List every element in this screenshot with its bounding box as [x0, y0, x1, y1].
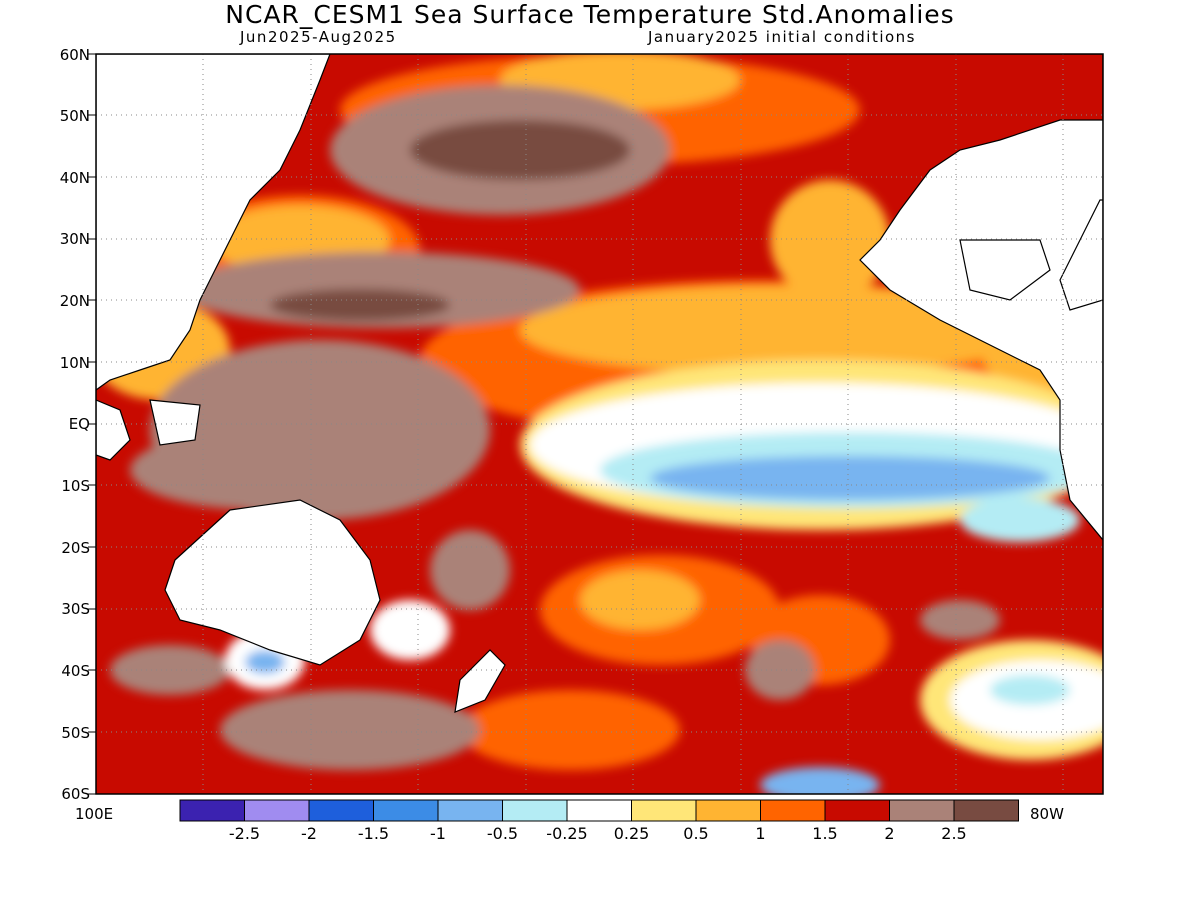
forecast-period: Jun2025-Aug2025	[240, 28, 397, 46]
colorbar-swatch	[953, 799, 1019, 822]
colorbar-label: 0.5	[683, 824, 709, 843]
lat-label: 20N	[59, 292, 90, 310]
colorbar	[179, 799, 1019, 822]
colorbar-swatch	[695, 799, 761, 822]
lat-label: 40N	[59, 169, 90, 187]
colorbar-label: -1	[430, 824, 446, 843]
colorbar-label: 1.5	[812, 824, 838, 843]
lat-label: 40S	[61, 662, 90, 680]
colorbar-swatch	[373, 799, 439, 822]
initial-conditions: January2025 initial conditions	[648, 28, 916, 46]
colorbar-swatch	[502, 799, 568, 822]
colorbar-label: -2	[301, 824, 317, 843]
colorbar-label: -2.5	[228, 824, 261, 843]
colorbar-label: -1.5	[357, 824, 390, 843]
land	[96, 54, 1103, 713]
lat-label: 30S	[61, 600, 90, 618]
colorbar-swatch	[889, 799, 955, 822]
lat-label: 60S	[61, 785, 90, 803]
colorbar-swatch	[244, 799, 310, 822]
lat-ticks	[88, 53, 96, 795]
colorbar-swatch	[566, 799, 632, 822]
colorbar-swatch	[631, 799, 697, 822]
colorbar-swatch	[179, 799, 245, 822]
colorbar-swatch	[308, 799, 374, 822]
colorbar-label: 2	[884, 824, 895, 843]
lat-label: 10N	[59, 354, 90, 372]
lat-label: 60N	[59, 46, 90, 64]
lat-label: 10S	[61, 477, 90, 495]
lat-label: EQ	[68, 415, 90, 433]
lat-label: 30N	[59, 230, 90, 248]
colorbar-swatch	[824, 799, 890, 822]
lat-label: 20S	[61, 539, 90, 557]
colorbar-swatch	[760, 799, 826, 822]
map-title: NCAR_CESM1 Sea Surface Temperature Std.A…	[225, 0, 955, 29]
colorbar-label: -0.5	[486, 824, 519, 843]
lon-label-west: 100E	[75, 805, 114, 823]
colorbar-label: 2.5	[941, 824, 967, 843]
lat-label: 50N	[59, 107, 90, 125]
lat-label: 50S	[61, 724, 90, 742]
colorbar-label: 0.25	[613, 824, 650, 843]
colorbar-label: 1	[755, 824, 766, 843]
colorbar-swatch	[437, 799, 503, 822]
sst-anomaly-field	[96, 54, 1103, 794]
colorbar-label: -0.25	[546, 824, 588, 843]
lon-label-east: 80W	[1030, 805, 1064, 823]
map-grid	[96, 54, 1103, 794]
